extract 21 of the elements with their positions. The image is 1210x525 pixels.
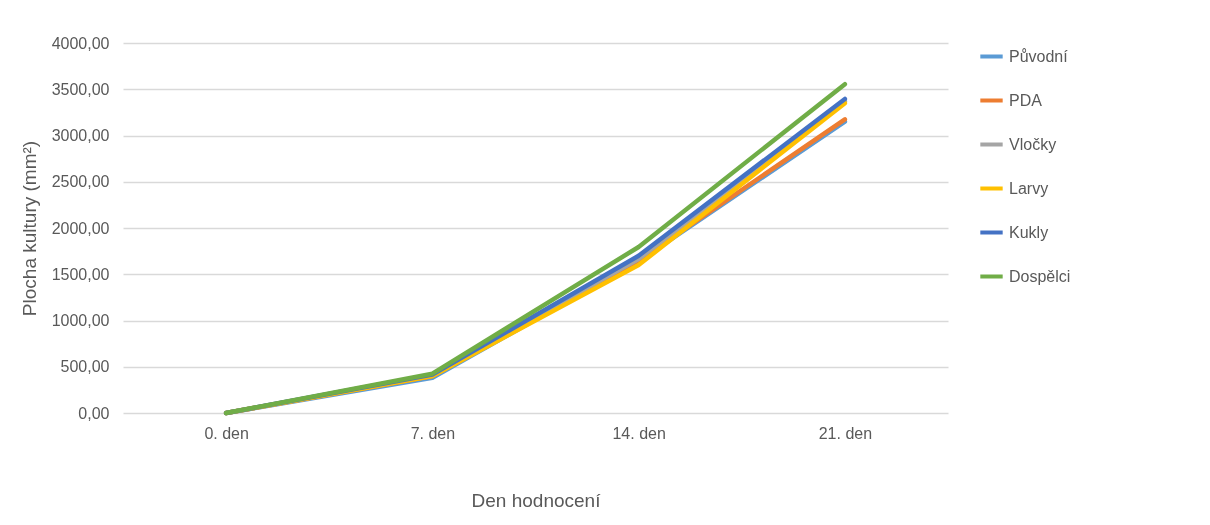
- x-tick-label: 0. den: [204, 424, 249, 442]
- x-tick-label: 14. den: [612, 424, 666, 442]
- legend-label: Dospělci: [1009, 267, 1071, 285]
- legend-label: Larvy: [1009, 179, 1049, 197]
- legend-label: Kukly: [1009, 223, 1049, 241]
- y-tick-label: 1000,00: [51, 312, 110, 329]
- y-tick-label: 4000,00: [51, 34, 110, 52]
- y-tick-label: 2500,00: [51, 173, 110, 191]
- y-tick-label: 2000,00: [51, 219, 110, 237]
- y-axis-title: Plocha kultury (mm²): [18, 140, 40, 317]
- legend-label: PDA: [1009, 91, 1043, 109]
- legend-label: Původní: [1009, 47, 1069, 65]
- legend-label: Vločky: [1009, 135, 1057, 153]
- x-axis-title: Den hodnocení: [471, 489, 602, 511]
- x-tick-label: 21. den: [818, 424, 873, 442]
- x-tick-label: 7. den: [410, 424, 456, 442]
- y-tick-label: 0,00: [78, 404, 110, 422]
- y-tick-label: 1500,00: [51, 265, 110, 283]
- y-tick-label: 3500,00: [51, 80, 110, 98]
- y-tick-label: 500,00: [60, 358, 110, 376]
- y-tick-label: 3000,00: [51, 127, 110, 144]
